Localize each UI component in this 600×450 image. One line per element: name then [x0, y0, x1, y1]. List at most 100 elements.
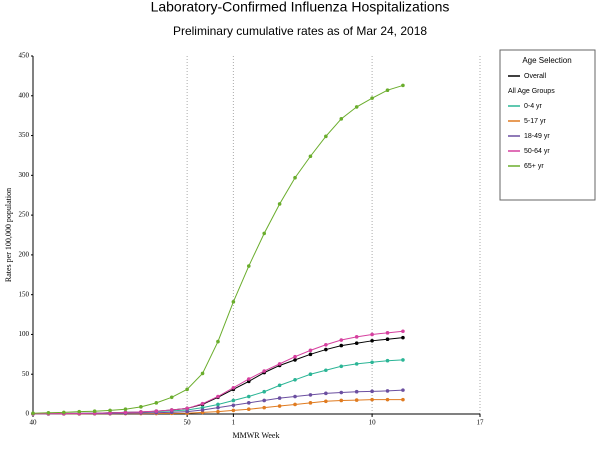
data-point — [339, 343, 344, 348]
data-point — [123, 407, 128, 412]
data-point — [216, 405, 220, 410]
data-point — [62, 410, 66, 415]
data-point — [370, 397, 374, 402]
x-tick-label: 10 — [369, 419, 377, 427]
data-point — [293, 394, 297, 399]
data-point — [246, 264, 251, 268]
data-point — [139, 405, 143, 409]
data-point — [246, 401, 251, 405]
legend-label: 65+ yr — [524, 163, 544, 170]
data-point — [308, 154, 313, 159]
data-point — [200, 401, 205, 406]
data-point — [370, 332, 374, 337]
data-point — [216, 409, 220, 414]
data-point — [339, 364, 344, 369]
data-point — [277, 396, 282, 400]
data-point — [246, 407, 251, 412]
data-point — [277, 383, 282, 388]
data-point — [339, 390, 344, 395]
data-point — [123, 410, 128, 415]
data-point — [154, 409, 159, 413]
data-point — [262, 231, 267, 236]
series-line — [32, 330, 403, 415]
data-point — [324, 347, 328, 352]
legend-group-label: All Age Groups — [508, 88, 555, 95]
data-point — [200, 371, 205, 376]
chart-subtitle: Preliminary cumulative rates as of Mar 2… — [173, 24, 427, 38]
data-point — [200, 408, 205, 412]
data-point — [401, 397, 405, 402]
data-point — [262, 398, 267, 403]
data-point — [293, 377, 297, 382]
data-point — [370, 360, 374, 365]
data-point — [277, 202, 282, 206]
data-point — [308, 401, 313, 405]
data-point — [231, 408, 236, 413]
legend-label: 0-4 yr — [524, 103, 543, 110]
data-point — [308, 372, 313, 377]
data-point — [231, 385, 236, 390]
x-tick-label: 17 — [477, 419, 485, 427]
data-point — [231, 403, 236, 408]
data-point — [154, 401, 159, 405]
y-tick-label: 50 — [22, 370, 30, 378]
data-point — [31, 411, 35, 416]
y-tick-label: 200 — [19, 250, 30, 258]
y-tick-label: 250 — [19, 211, 30, 219]
legend-label: 18-49 yr — [524, 133, 550, 140]
data-point — [324, 368, 328, 373]
data-point — [324, 134, 328, 139]
data-point — [354, 105, 359, 109]
data-point — [262, 389, 267, 394]
data-point — [185, 387, 189, 392]
data-point — [169, 395, 174, 400]
x-axis-label: MMWR Week — [233, 431, 280, 440]
data-point — [231, 300, 236, 304]
data-point — [354, 335, 359, 339]
data-point — [277, 362, 282, 366]
data-point — [401, 335, 405, 340]
data-point — [339, 117, 344, 121]
data-point — [401, 83, 405, 88]
data-point — [293, 175, 297, 180]
data-point — [293, 402, 297, 407]
data-point — [46, 411, 51, 415]
data-point — [385, 397, 390, 402]
data-point — [139, 410, 143, 414]
y-tick-label: 350 — [19, 131, 30, 139]
data-point — [77, 409, 82, 414]
chart-title: Laboratory-Confirmed Influenza Hospitali… — [151, 0, 450, 15]
data-point — [370, 389, 374, 394]
data-point — [246, 394, 251, 399]
y-tick-label: 300 — [19, 171, 30, 179]
data-point — [339, 398, 344, 403]
data-point — [246, 377, 251, 381]
data-point — [262, 405, 267, 410]
y-tick-label: 100 — [19, 330, 30, 338]
y-tick-label: 450 — [19, 52, 30, 60]
data-point — [385, 337, 390, 342]
data-point — [216, 402, 220, 407]
data-point — [385, 389, 390, 393]
data-point — [370, 96, 374, 100]
data-point — [324, 391, 328, 396]
data-point — [354, 398, 359, 402]
data-point — [401, 358, 405, 362]
data-point — [108, 411, 112, 415]
y-tick-label: 400 — [19, 91, 30, 99]
legend-label: 5-17 yr — [524, 118, 546, 125]
legend-title: Age Selection — [522, 56, 571, 65]
data-point — [385, 88, 390, 93]
data-point — [385, 358, 390, 363]
y-tick-label: 0 — [26, 410, 30, 418]
data-point — [277, 404, 282, 408]
data-point — [216, 394, 220, 399]
data-point — [92, 409, 97, 414]
x-tick-label: 1 — [232, 419, 236, 427]
series-line — [32, 337, 403, 415]
data-point — [169, 408, 174, 412]
data-point — [401, 329, 405, 334]
x-tick-label: 50 — [184, 419, 192, 427]
